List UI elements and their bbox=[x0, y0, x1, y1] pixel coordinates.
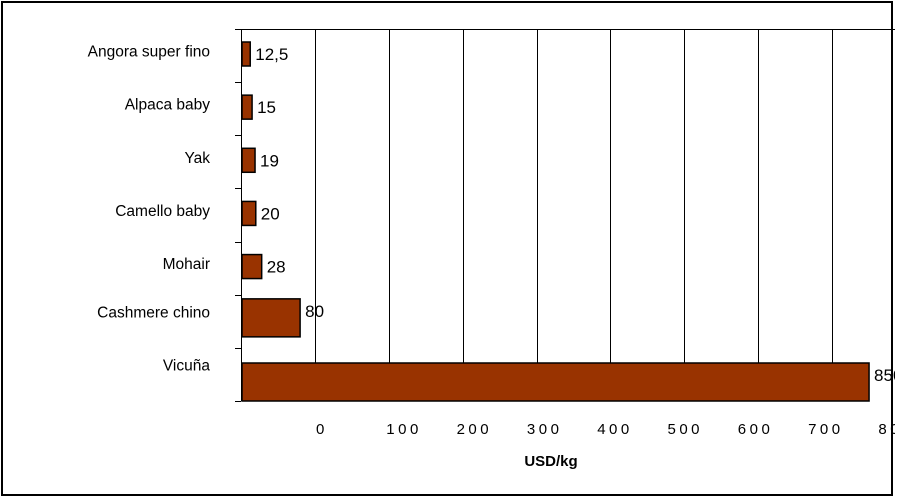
bar bbox=[241, 298, 301, 338]
category-label: Yak bbox=[184, 150, 210, 167]
bar bbox=[241, 362, 870, 402]
x-tick-label: 400 bbox=[597, 421, 633, 438]
bar-chart: Angora super fino Alpaca baby Yak Camello b… bbox=[88, 29, 895, 470]
bar bbox=[241, 253, 263, 280]
grid-lines bbox=[241, 29, 895, 401]
category-label: Mohair bbox=[163, 256, 210, 273]
x-tick-label: 700 bbox=[808, 421, 844, 438]
x-tick-label: 100 bbox=[386, 421, 422, 438]
data-label: 15 bbox=[257, 98, 276, 117]
category-label: Alpaca baby bbox=[125, 97, 211, 114]
bars bbox=[241, 41, 870, 402]
category-label: Camello baby bbox=[115, 203, 210, 220]
data-labels: 12,5 15 19 20 28 80 850 bbox=[255, 45, 895, 385]
x-tick-labels: 0100200300400500600700800900 bbox=[316, 421, 895, 438]
category-axis bbox=[235, 29, 242, 402]
x-axis-title: USD/kg bbox=[524, 453, 577, 470]
data-label: 12,5 bbox=[255, 45, 288, 64]
category-label: Vicuña bbox=[163, 357, 210, 374]
x-tick-label: 200 bbox=[457, 421, 493, 438]
data-label: 19 bbox=[260, 151, 279, 170]
data-label: 20 bbox=[261, 204, 280, 223]
data-label: 80 bbox=[305, 302, 324, 321]
x-tick-label: 800 bbox=[878, 421, 895, 438]
x-tick-label: 0 bbox=[316, 421, 328, 438]
x-tick-label: 500 bbox=[668, 421, 704, 438]
bar bbox=[241, 200, 257, 227]
category-labels: Angora super fino Alpaca baby Yak Camello b… bbox=[88, 44, 211, 375]
data-label: 850 bbox=[874, 366, 895, 385]
x-tick-label: 300 bbox=[527, 421, 563, 438]
category-label: Cashmere chino bbox=[97, 304, 210, 321]
data-label: 28 bbox=[267, 258, 286, 277]
bar bbox=[241, 147, 256, 174]
x-tick-label: 600 bbox=[738, 421, 774, 438]
bar bbox=[241, 41, 251, 67]
category-label: Angora super fino bbox=[88, 44, 210, 61]
bar bbox=[241, 94, 253, 120]
